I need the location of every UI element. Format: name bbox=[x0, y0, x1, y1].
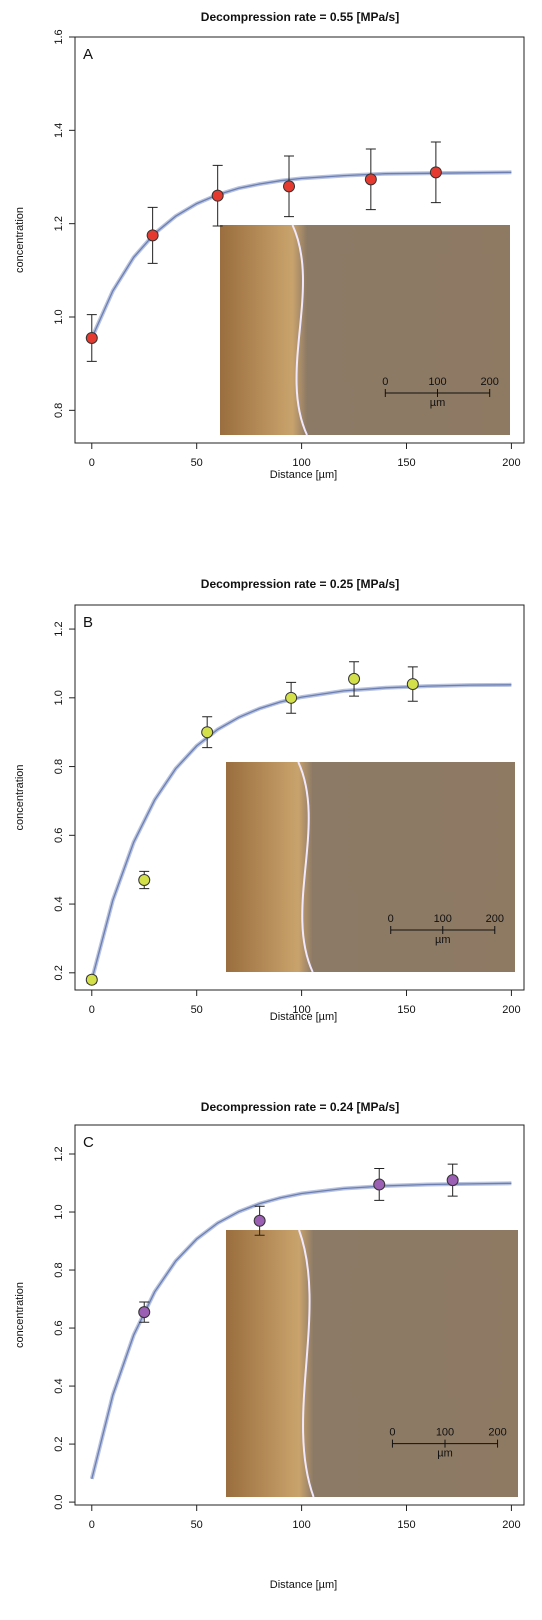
y-tick-label: 1.6 bbox=[53, 29, 65, 44]
y-tick-label: 0.6 bbox=[53, 828, 65, 843]
x-tick-label: 150 bbox=[397, 457, 415, 469]
data-point bbox=[373, 1178, 386, 1191]
x-tick-label: 50 bbox=[191, 457, 203, 469]
scale-tick-label: 200 bbox=[486, 913, 504, 925]
y-tick-label: 0.2 bbox=[53, 1436, 65, 1451]
plot-box bbox=[74, 604, 525, 991]
scale-tick-label: 200 bbox=[481, 376, 499, 388]
plot-box bbox=[74, 1124, 525, 1506]
y-tick-label: 1.2 bbox=[53, 621, 65, 636]
y-tick-label: 0.6 bbox=[53, 1320, 65, 1335]
y-tick-label: 0.8 bbox=[53, 403, 65, 418]
chart-title: Decompression rate = 0.25 [MPa/s] bbox=[201, 577, 399, 591]
y-tick-label: 1.2 bbox=[53, 216, 65, 231]
x-axis-label: Distance [µm] bbox=[270, 1579, 337, 1591]
data-point bbox=[364, 173, 377, 186]
x-tick-label: 200 bbox=[502, 1519, 520, 1531]
y-tick-label: 0.0 bbox=[53, 1494, 65, 1509]
scale-tick-label: 0 bbox=[389, 1427, 395, 1439]
y-tick-label: 1.0 bbox=[53, 690, 65, 705]
scale-unit: µm bbox=[430, 397, 446, 409]
scale-unit: µm bbox=[437, 1448, 453, 1460]
y-tick-label: 1.0 bbox=[53, 1204, 65, 1219]
fit-line bbox=[91, 684, 512, 980]
panel-label: B bbox=[83, 614, 93, 631]
x-tick-label: 150 bbox=[397, 1519, 415, 1531]
data-point bbox=[138, 1306, 151, 1319]
micrograph-inset: 0 100 200 µm bbox=[220, 224, 510, 436]
plot-box bbox=[74, 36, 525, 444]
x-tick-label: 200 bbox=[502, 457, 520, 469]
micrograph-inset: 0 100 200 µm bbox=[226, 1229, 518, 1498]
scale-tick-label: 200 bbox=[488, 1427, 506, 1439]
data-point bbox=[348, 672, 361, 685]
x-tick-label: 100 bbox=[292, 1519, 310, 1531]
scale-tick-label: 0 bbox=[388, 913, 394, 925]
panel-label: A bbox=[83, 46, 93, 63]
data-point bbox=[201, 726, 214, 739]
chart-title: Decompression rate = 0.55 [MPa/s] bbox=[201, 10, 399, 24]
scale-tick-label: 0 bbox=[382, 376, 388, 388]
data-point bbox=[283, 180, 296, 193]
y-tick-label: 1.2 bbox=[53, 1146, 65, 1161]
crystal-edge bbox=[291, 224, 308, 436]
micrograph-inset: 0 100 200 µm bbox=[226, 761, 515, 973]
chart-title: Decompression rate = 0.24 [MPa/s] bbox=[201, 1100, 399, 1114]
y-axis-label: concentration bbox=[14, 764, 26, 830]
data-point bbox=[406, 678, 419, 691]
fit-line bbox=[91, 171, 512, 339]
panel-label: C bbox=[83, 1134, 94, 1151]
micrograph bbox=[226, 762, 515, 972]
x-axis-label: Distance [µm] bbox=[270, 1011, 337, 1023]
x-tick-label: 50 bbox=[191, 1519, 203, 1531]
x-axis-label: Distance [µm] bbox=[270, 469, 337, 481]
y-tick-label: 0.2 bbox=[53, 965, 65, 980]
micrograph bbox=[220, 225, 510, 435]
x-tick-label: 100 bbox=[292, 457, 310, 469]
y-axis-label: concentration bbox=[14, 207, 26, 273]
x-tick-label: 150 bbox=[397, 1004, 415, 1016]
data-point bbox=[429, 166, 442, 179]
x-tick-label: 200 bbox=[502, 1004, 520, 1016]
y-tick-label: 0.8 bbox=[53, 1262, 65, 1277]
x-tick-label: 0 bbox=[89, 457, 95, 469]
crystal-edge bbox=[298, 1229, 315, 1498]
scale-tick-label: 100 bbox=[436, 1427, 454, 1439]
micrograph bbox=[226, 1230, 518, 1497]
x-tick-label: 0 bbox=[89, 1004, 95, 1016]
y-axis-label: concentration bbox=[14, 1282, 26, 1348]
scale-unit: µm bbox=[435, 934, 451, 946]
data-point bbox=[253, 1214, 266, 1227]
data-point bbox=[85, 973, 98, 986]
data-point bbox=[211, 189, 224, 202]
data-point bbox=[446, 1174, 459, 1187]
y-tick-label: 0.4 bbox=[53, 1378, 65, 1393]
x-tick-label: 0 bbox=[89, 1519, 95, 1531]
crystal-edge bbox=[297, 761, 314, 973]
y-tick-label: 1.4 bbox=[53, 123, 65, 138]
y-tick-label: 1.0 bbox=[53, 309, 65, 324]
scale-tick-label: 100 bbox=[428, 376, 446, 388]
y-tick-label: 0.8 bbox=[53, 759, 65, 774]
x-tick-label: 100 bbox=[292, 1004, 310, 1016]
y-tick-label: 0.4 bbox=[53, 896, 65, 911]
x-tick-label: 50 bbox=[191, 1004, 203, 1016]
data-point bbox=[138, 874, 151, 886]
data-point bbox=[146, 229, 159, 242]
data-point bbox=[85, 332, 98, 344]
data-point bbox=[285, 691, 298, 704]
scale-tick-label: 100 bbox=[434, 913, 452, 925]
